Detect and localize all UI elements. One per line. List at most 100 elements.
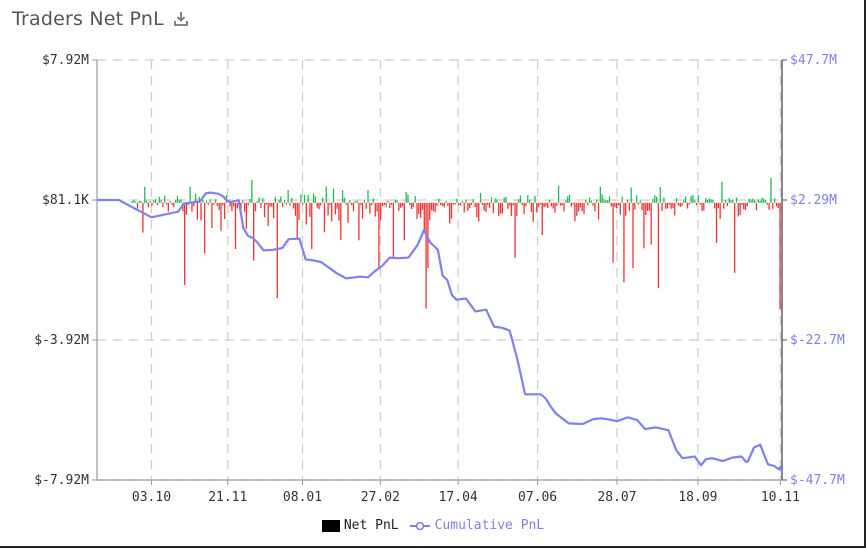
net-pnl-bar	[149, 201, 151, 203]
net-pnl-bar	[723, 202, 725, 209]
net-pnl-bar	[617, 202, 620, 206]
net-pnl-bar	[282, 202, 284, 208]
net-pnl-bar	[260, 202, 262, 209]
net-pnl-bar	[717, 202, 719, 209]
net-pnl-bar	[167, 202, 169, 212]
net-pnl-bar	[459, 202, 462, 206]
net-pnl-bar	[766, 202, 768, 205]
net-pnl-bar	[683, 199, 685, 203]
net-pnl-bar	[474, 202, 476, 208]
net-pnl-bar	[587, 202, 589, 205]
grid-lines	[97, 59, 782, 481]
net-pnl-bar	[652, 198, 654, 203]
net-pnl-bar	[147, 202, 150, 208]
net-pnl-bar	[151, 202, 153, 206]
net-pnl-bar	[557, 185, 560, 203]
net-pnl-bar	[392, 202, 395, 258]
legend-net-pnl[interactable]: Net PnL	[321, 518, 399, 533]
net-pnl-bar	[666, 202, 669, 209]
net-pnl-bar	[296, 202, 298, 239]
net-pnl-bar	[374, 202, 376, 217]
net-pnl-bar	[156, 202, 159, 206]
net-pnl-bar	[665, 202, 667, 209]
x-tick-label: 27.02	[361, 490, 400, 505]
net-pnl-bar	[276, 202, 278, 299]
net-pnl-bar	[597, 202, 600, 220]
net-pnl-bar	[194, 193, 197, 203]
net-pnl-bar	[216, 202, 219, 206]
net-pnl-bar	[389, 202, 391, 209]
net-pnl-bar	[445, 200, 447, 203]
net-pnl-bar	[345, 202, 347, 205]
net-pnl-bar	[289, 202, 291, 206]
net-pnl-bar	[559, 202, 562, 206]
net-pnl-bar	[385, 202, 387, 207]
net-pnl-bar	[332, 188, 335, 203]
net-pnl-bar	[746, 202, 749, 206]
net-pnl-bar	[158, 196, 160, 203]
net-pnl-bar	[603, 198, 605, 203]
net-pnl-bar	[616, 202, 618, 209]
net-pnl-bar	[169, 201, 171, 203]
net-pnl-bar	[768, 202, 770, 210]
net-pnl-bar	[180, 199, 182, 203]
net-pnl-bar	[503, 197, 505, 203]
legend-net-label: Net PnL	[343, 518, 399, 533]
net-pnl-bar	[467, 202, 469, 211]
net-pnl-bar	[220, 202, 222, 231]
download-icon[interactable]	[172, 10, 190, 28]
net-pnl-bar	[519, 195, 522, 203]
legend-cumulative-pnl[interactable]: Cumulative PnL	[409, 518, 544, 533]
net-pnl-bar	[173, 202, 175, 208]
net-pnl-bar	[231, 202, 233, 212]
net-pnl-bar	[233, 202, 235, 207]
left-tick-label: $-3.92M	[34, 333, 89, 348]
net-pnl-bar	[321, 197, 324, 203]
net-pnl-bar	[458, 202, 460, 205]
net-pnl-bar	[311, 202, 313, 250]
right-tick-label: $47.7M	[790, 53, 837, 68]
net-pnl-bar	[443, 202, 445, 208]
net-pnl-bar	[390, 202, 393, 205]
net-pnl-bar	[741, 202, 743, 205]
net-pnl-bar	[715, 202, 718, 243]
net-pnl-bar	[596, 199, 598, 203]
net-pnl-bar	[427, 202, 429, 268]
net-pnl-bar	[661, 202, 663, 211]
net-pnl-bar	[469, 202, 471, 209]
net-pnl-bar	[556, 202, 558, 206]
net-pnl-bar	[547, 202, 549, 209]
net-pnl-bar	[492, 202, 494, 213]
x-tick-label: 08.01	[283, 490, 322, 505]
net-pnl-bar	[632, 202, 634, 268]
x-tick-label: 17.04	[439, 490, 478, 505]
net-pnl-bar	[721, 181, 723, 203]
net-pnl-bar	[354, 201, 356, 203]
legend-cum-marker	[409, 521, 430, 530]
net-pnl-bar	[136, 202, 139, 209]
net-pnl-bar	[205, 200, 208, 203]
net-pnl-bar	[773, 198, 776, 203]
net-pnl-bar	[501, 202, 503, 214]
net-pnl-bar	[770, 177, 772, 203]
net-pnl-bar	[692, 194, 694, 203]
net-pnl-bar	[178, 200, 180, 203]
net-pnl-bar	[534, 195, 536, 203]
net-pnl-bar	[449, 202, 451, 224]
net-pnl-bar	[436, 202, 438, 206]
x-tick-label: 28.07	[597, 490, 636, 505]
net-pnl-bar	[548, 200, 551, 203]
net-pnl-bar	[378, 202, 380, 268]
net-pnl-bar	[703, 202, 705, 211]
net-pnl-bar	[358, 202, 360, 241]
net-pnl-bar	[706, 200, 709, 203]
net-pnl-bar	[410, 202, 413, 210]
net-pnl-bar	[601, 194, 603, 203]
net-pnl-bar	[777, 202, 779, 209]
net-pnl-bar	[694, 200, 696, 203]
net-pnl-bar	[677, 202, 680, 206]
net-pnl-bar	[278, 200, 280, 203]
x-tick-label: 03.10	[132, 490, 171, 505]
net-pnl-bar	[734, 202, 736, 273]
net-pnl-bar	[253, 202, 255, 261]
